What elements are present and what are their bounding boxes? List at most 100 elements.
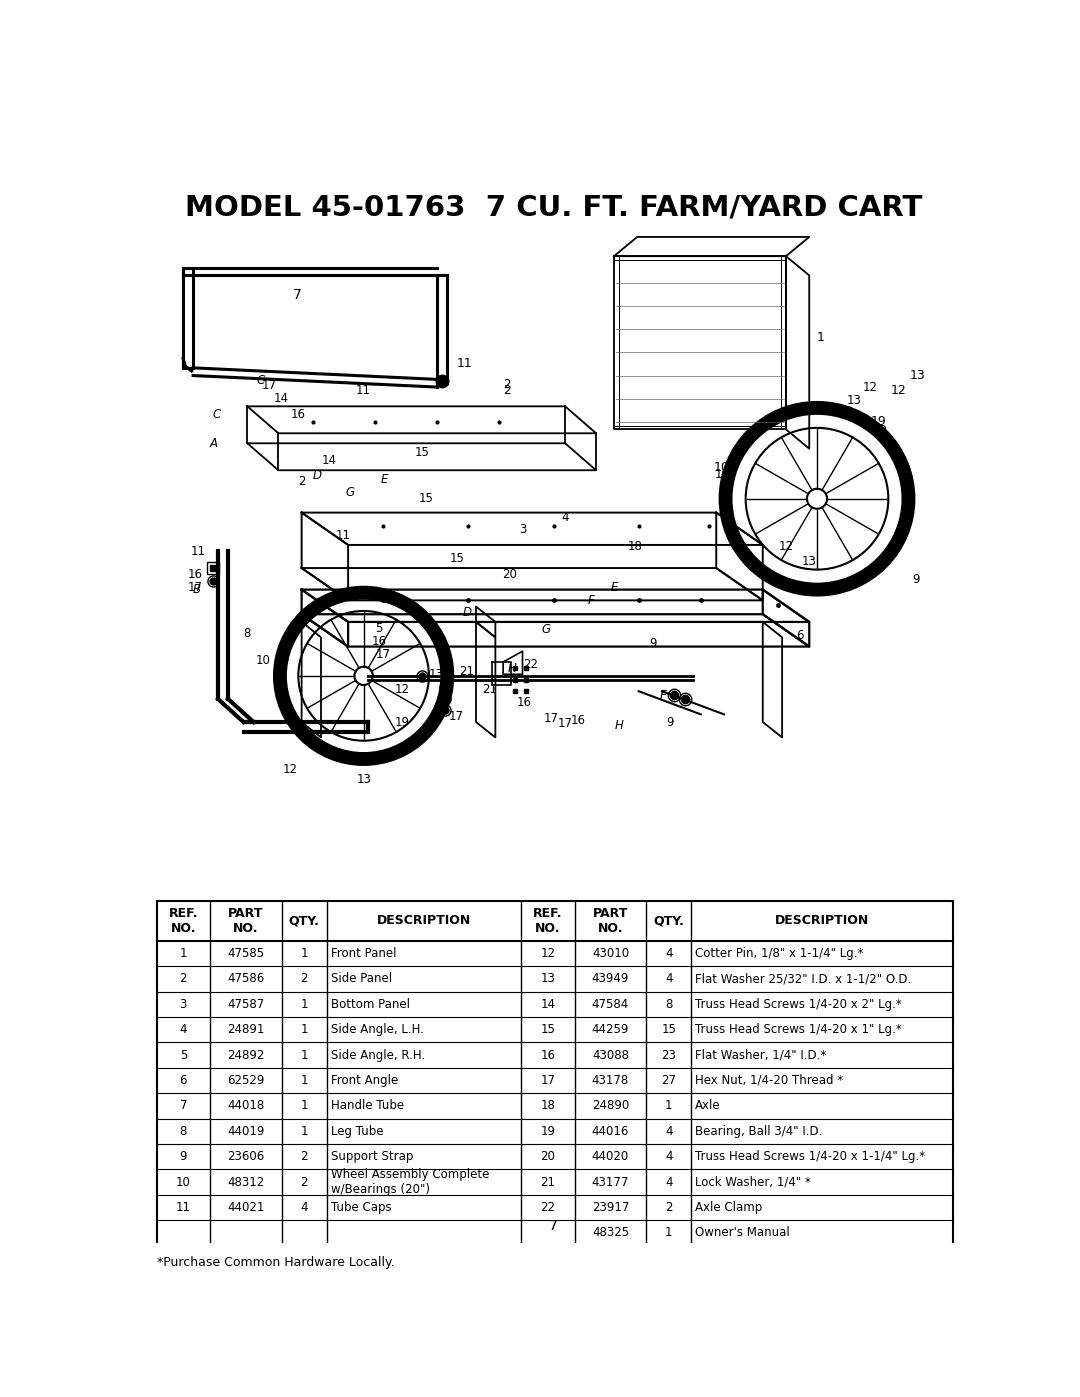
Text: 1: 1: [300, 1074, 308, 1087]
Text: 13: 13: [356, 774, 372, 787]
Text: 17: 17: [261, 379, 276, 393]
Text: 4: 4: [179, 1023, 187, 1037]
Text: PART
NO.: PART NO.: [228, 907, 264, 935]
Text: 18: 18: [541, 1099, 555, 1112]
Text: 11: 11: [457, 358, 472, 370]
Text: D: D: [462, 606, 471, 619]
Text: 4: 4: [665, 1176, 673, 1189]
Text: 2: 2: [665, 1201, 673, 1214]
Text: Wheel Assembly Complete
w/Bearings (20"): Wheel Assembly Complete w/Bearings (20"): [330, 1168, 489, 1196]
Text: 17: 17: [376, 648, 391, 661]
Text: 27: 27: [661, 1074, 676, 1087]
Text: 1: 1: [665, 1227, 673, 1239]
Text: Lock Washer, 1/4" *: Lock Washer, 1/4" *: [696, 1176, 811, 1189]
Text: 9: 9: [179, 1150, 187, 1164]
Text: Truss Head Screws 1/4-20 x 1-1/4" Lg.*: Truss Head Screws 1/4-20 x 1-1/4" Lg.*: [696, 1150, 926, 1164]
Text: Tube Caps: Tube Caps: [330, 1201, 391, 1214]
Text: 1: 1: [816, 331, 825, 344]
Text: 12: 12: [540, 947, 555, 960]
Text: Truss Head Screws 1/4-20 x 1" Lg.*: Truss Head Screws 1/4-20 x 1" Lg.*: [696, 1023, 902, 1037]
Text: 1: 1: [300, 1125, 308, 1137]
Text: 43177: 43177: [592, 1176, 630, 1189]
Text: 12: 12: [283, 763, 297, 777]
Text: Support Strap: Support Strap: [330, 1150, 413, 1164]
Text: 21: 21: [483, 683, 498, 696]
Text: 4: 4: [562, 511, 569, 524]
Text: 11: 11: [356, 384, 372, 397]
Text: 24891: 24891: [227, 1023, 265, 1037]
Text: G: G: [541, 623, 551, 636]
Text: 1: 1: [300, 997, 308, 1011]
Text: 4: 4: [665, 1150, 673, 1164]
Text: 43949: 43949: [592, 972, 630, 985]
Text: 13: 13: [429, 668, 443, 680]
Text: 8: 8: [179, 1125, 187, 1137]
Text: Axle Clamp: Axle Clamp: [696, 1201, 762, 1214]
Text: Side Panel: Side Panel: [330, 972, 392, 985]
Text: 1: 1: [300, 947, 308, 960]
Text: Bottom Panel: Bottom Panel: [330, 997, 409, 1011]
Text: 22: 22: [540, 1201, 555, 1214]
Text: 13: 13: [847, 394, 862, 407]
Text: 21: 21: [540, 1176, 555, 1189]
Text: F: F: [660, 689, 667, 701]
Text: 18: 18: [627, 541, 643, 553]
Text: 3: 3: [518, 522, 526, 536]
Text: REF.
NO.: REF. NO.: [534, 907, 563, 935]
Text: A: A: [210, 437, 218, 450]
Text: 15: 15: [541, 1023, 555, 1037]
Text: Flat Washer 25/32" I.D. x 1-1/2" O.D.: Flat Washer 25/32" I.D. x 1-1/2" O.D.: [696, 972, 912, 985]
Text: 17: 17: [188, 581, 203, 594]
Text: 1: 1: [300, 1023, 308, 1037]
Text: *Purchase Common Hardware Locally.: *Purchase Common Hardware Locally.: [157, 1256, 394, 1268]
Text: Owner's Manual: Owner's Manual: [696, 1227, 791, 1239]
Text: 23: 23: [661, 1049, 676, 1062]
Text: REF.
NO.: REF. NO.: [168, 907, 198, 935]
Text: 2: 2: [503, 384, 511, 397]
Text: 3: 3: [179, 997, 187, 1011]
Text: 44018: 44018: [227, 1099, 265, 1112]
Text: 17: 17: [543, 711, 558, 725]
Text: 11: 11: [191, 545, 206, 557]
Text: 10: 10: [714, 461, 730, 475]
Text: C: C: [213, 408, 220, 420]
Text: 2: 2: [300, 1176, 308, 1189]
Text: 4: 4: [665, 972, 673, 985]
Text: 2: 2: [298, 475, 306, 489]
Text: 16: 16: [571, 714, 585, 726]
Text: 20: 20: [541, 1150, 555, 1164]
Text: 7: 7: [179, 1099, 187, 1112]
Text: 23917: 23917: [592, 1201, 630, 1214]
Text: 24892: 24892: [227, 1049, 265, 1062]
Text: 12: 12: [779, 541, 794, 553]
Text: 17: 17: [449, 710, 464, 724]
Text: 47587: 47587: [227, 997, 265, 1011]
Text: 11: 11: [176, 1201, 191, 1214]
Text: 47584: 47584: [592, 997, 630, 1011]
Text: Axle: Axle: [696, 1099, 721, 1112]
Text: 12: 12: [891, 384, 906, 397]
Text: Front Angle: Front Angle: [330, 1074, 397, 1087]
Text: E: E: [610, 581, 618, 594]
Text: DESCRIPTION: DESCRIPTION: [377, 914, 471, 928]
Text: Bearing, Ball 3/4" I.D.: Bearing, Ball 3/4" I.D.: [696, 1125, 823, 1137]
Text: Cotter Pin, 1/8" x 1-1/4" Lg.*: Cotter Pin, 1/8" x 1-1/4" Lg.*: [696, 947, 864, 960]
Text: 19: 19: [872, 415, 887, 429]
Text: 1: 1: [665, 1099, 673, 1112]
Text: 9: 9: [913, 573, 920, 587]
Text: 15: 15: [661, 1023, 676, 1037]
Text: 5: 5: [179, 1049, 187, 1062]
Text: 23606: 23606: [227, 1150, 265, 1164]
Text: 44019: 44019: [227, 1125, 265, 1137]
Text: 13: 13: [801, 556, 816, 569]
Text: 1: 1: [179, 947, 187, 960]
Text: 4: 4: [665, 947, 673, 960]
Text: 62529: 62529: [227, 1074, 265, 1087]
Text: Truss Head Screws 1/4-20 x 2" Lg.*: Truss Head Screws 1/4-20 x 2" Lg.*: [696, 997, 902, 1011]
Text: 4: 4: [300, 1201, 308, 1214]
Text: 7: 7: [294, 288, 302, 302]
Text: 16: 16: [372, 634, 387, 648]
Text: 44020: 44020: [592, 1150, 630, 1164]
Text: 43088: 43088: [592, 1049, 629, 1062]
Text: Side Angle, R.H.: Side Angle, R.H.: [330, 1049, 424, 1062]
